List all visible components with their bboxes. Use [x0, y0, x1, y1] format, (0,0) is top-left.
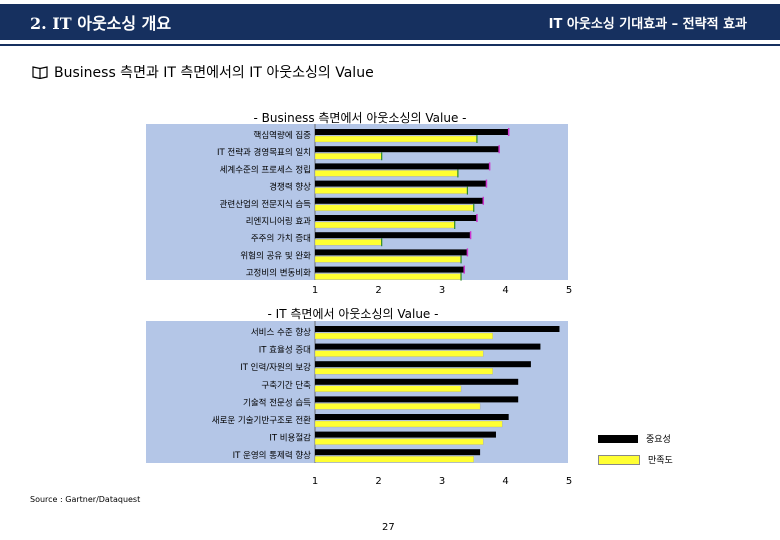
bar-satisfaction	[314, 170, 459, 177]
category-label: IT 전략과 경영목표의 일치	[217, 147, 311, 158]
bar-satisfaction	[314, 456, 474, 463]
section-title: Business 측면과 IT 측면에서의 IT 아웃소싱의 Value	[32, 62, 374, 82]
x-tick-label: 4	[502, 285, 508, 296]
header-left-title: 2. IT 아웃소싱 개요	[30, 14, 172, 33]
legend-swatch-importance	[598, 434, 638, 443]
bar-importance	[315, 431, 496, 438]
bar-importance	[315, 180, 487, 187]
bar-satisfaction	[314, 187, 468, 194]
bar-satisfaction	[314, 368, 493, 375]
category-label: IT 인력/자원의 보강	[240, 362, 311, 373]
bar-importance	[315, 197, 484, 204]
bar-satisfaction	[314, 273, 462, 280]
bar-importance	[315, 146, 500, 153]
legend: 중요성 만족도	[598, 428, 688, 488]
bar-satisfaction	[314, 135, 478, 143]
business-chart-title: - Business 측면에서 아웃소싱의 Value -	[253, 111, 467, 125]
it-chart-title: - IT 측면에서 아웃소싱의 Value -	[267, 307, 439, 321]
category-label: 관련산업의 전문지식 습득	[220, 199, 312, 210]
header-bar	[0, 4, 780, 40]
legend-swatch-satisfaction	[598, 454, 640, 465]
category-label: IT 운영의 통제력 향상	[233, 450, 312, 461]
bar-importance	[315, 232, 471, 239]
bar-satisfaction	[314, 153, 382, 160]
category-label: 구축기간 단축	[261, 380, 311, 391]
bar-importance	[315, 414, 509, 420]
category-label: 기술적 전문성 습득	[243, 397, 311, 408]
header-divider	[0, 44, 780, 46]
header-right-title: IT 아웃소싱 기대효과 – 전략적 효과	[548, 17, 747, 32]
category-label: 주주의 가치 증대	[251, 233, 311, 244]
legend-item-importance: 중요성	[598, 432, 671, 445]
x-tick-label: 5	[566, 285, 572, 296]
x-tick-label: 1	[312, 285, 318, 296]
category-label: 서비스 수준 향상	[251, 327, 311, 338]
bar-satisfaction	[314, 204, 474, 211]
x-tick-label: 4	[502, 476, 508, 487]
bar-importance	[315, 361, 531, 368]
source-note: Source : Gartner/Dataquest	[30, 495, 141, 504]
bar-satisfaction	[314, 385, 462, 392]
bar-importance	[315, 326, 560, 332]
x-tick-label: 5	[566, 476, 572, 487]
bar-importance	[315, 378, 519, 385]
bar-importance	[315, 396, 519, 403]
bar-importance	[315, 266, 465, 273]
category-label: 위험의 공유 및 완화	[240, 250, 311, 261]
category-label: 핵심역량에 집중	[254, 130, 312, 141]
book-icon	[32, 66, 48, 79]
page-number: 27	[382, 522, 395, 533]
bar-importance	[315, 129, 509, 135]
category-label: 고정비의 변동비화	[246, 268, 311, 279]
x-tick-label: 3	[439, 476, 445, 487]
x-tick-label: 2	[375, 285, 381, 296]
header: 2. IT 아웃소싱 개요 IT 아웃소싱 기대효과 – 전략적 효과	[0, 0, 780, 46]
x-tick-label: 3	[439, 285, 445, 296]
category-label: 새로운 기술기반구조로 전환	[212, 415, 311, 426]
bar-importance	[315, 215, 477, 221]
bar-satisfaction	[314, 239, 382, 246]
bar-satisfaction	[314, 221, 455, 229]
x-tick-label: 1	[312, 476, 318, 487]
bar-importance	[315, 249, 468, 256]
section-title-text: Business 측면과 IT 측면에서의 IT 아웃소싱의 Value	[54, 65, 374, 81]
bar-importance	[315, 343, 541, 350]
legend-label-importance: 중요성	[646, 435, 671, 445]
category-label: IT 효율성 증대	[259, 346, 311, 356]
bar-satisfaction	[314, 438, 484, 445]
bar-importance	[315, 449, 481, 456]
x-tick-label: 2	[375, 476, 381, 487]
legend-label-satisfaction: 만족도	[648, 456, 673, 466]
bar-satisfaction	[314, 403, 481, 410]
bar-importance	[315, 163, 490, 170]
category-label: 세계수준의 프로세스 정립	[220, 164, 311, 175]
bar-satisfaction	[314, 350, 484, 357]
legend-item-satisfaction: 만족도	[598, 453, 673, 466]
category-label: 경쟁력 향상	[269, 182, 311, 193]
bar-satisfaction	[314, 256, 462, 263]
bar-satisfaction	[314, 332, 493, 340]
bar-satisfaction	[314, 420, 503, 428]
category-label: 리엔지니어링 효과	[246, 216, 311, 227]
category-label: IT 비용절감	[269, 433, 311, 444]
